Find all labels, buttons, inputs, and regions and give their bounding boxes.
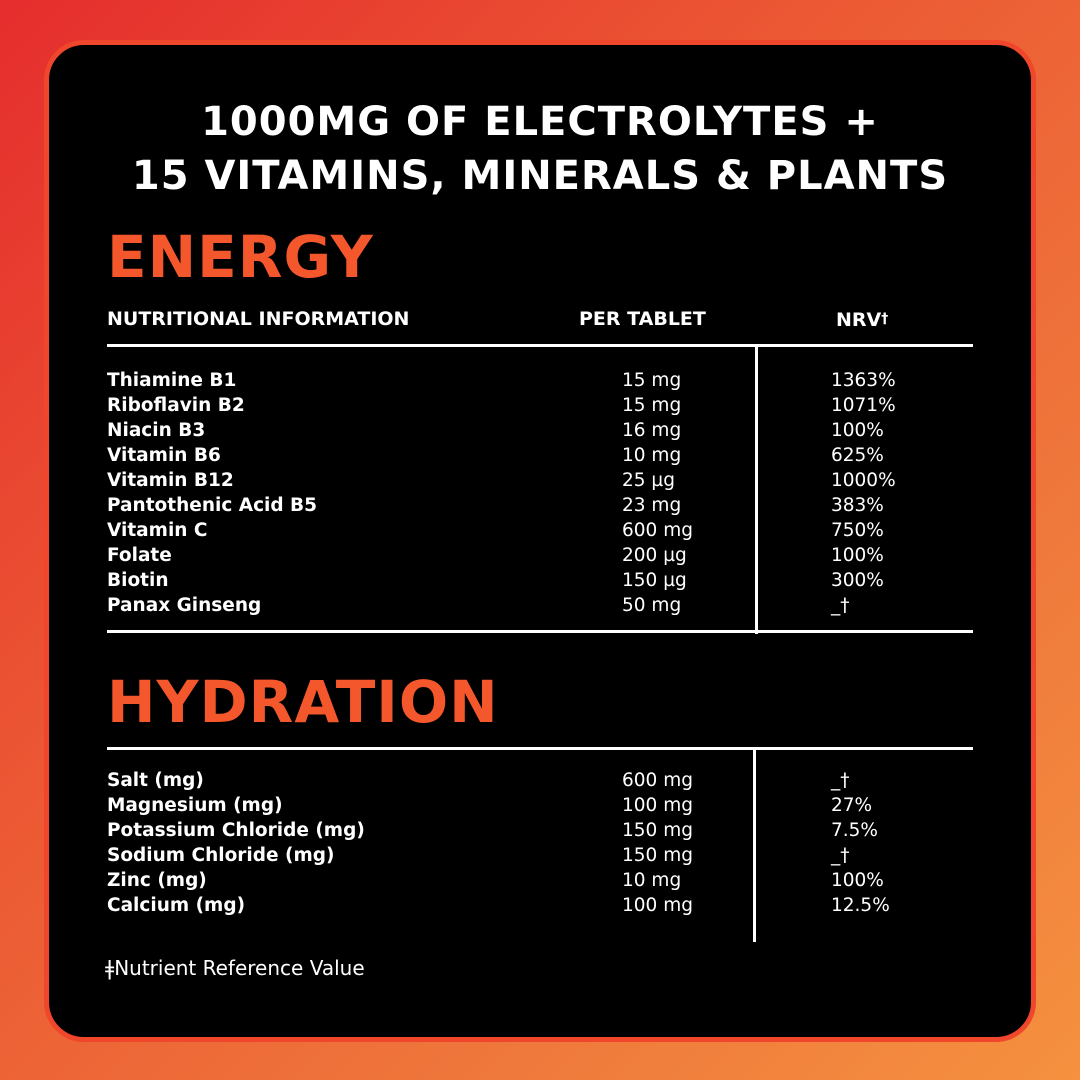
- nutrient-amount: 50 mg: [622, 595, 682, 616]
- table-row: Vitamin B12 25 µg 1000%: [49, 468, 1031, 493]
- nutrient-amount: 100 mg: [622, 895, 693, 916]
- nutrient-amount: 10 mg: [622, 870, 682, 891]
- energy-bottom-rule: [107, 630, 973, 633]
- table-row: Panax Ginseng 50 mg _†: [49, 593, 1031, 618]
- nutrient-name: Salt (mg): [107, 770, 204, 791]
- table-row: Thiamine B1 15 mg 1363%: [49, 368, 1031, 393]
- nutrient-name: Biotin: [107, 570, 169, 591]
- nutrient-nrv: _†: [831, 845, 850, 866]
- nutrient-amount: 150 µg: [622, 570, 687, 591]
- hydration-section-title: HYDRATION: [107, 668, 499, 736]
- nutrient-name: Vitamin B12: [107, 470, 234, 491]
- nutrient-name: Vitamin C: [107, 520, 208, 541]
- nutrient-amount: 600 mg: [622, 770, 693, 791]
- nutrient-nrv: 100%: [831, 420, 884, 441]
- nutrient-name: Riboflavin B2: [107, 395, 245, 416]
- nutrient-nrv: 383%: [831, 495, 884, 516]
- table-row: Pantothenic Acid B5 23 mg 383%: [49, 493, 1031, 518]
- nutrient-nrv: _†: [831, 770, 850, 791]
- nutrient-name: Calcium (mg): [107, 895, 246, 916]
- nutrient-name: Potassium Chloride (mg): [107, 820, 365, 841]
- footnote: ǂNutrient Reference Value: [105, 955, 365, 981]
- table-row: Sodium Chloride (mg) 150 mg _†: [49, 843, 1031, 868]
- nutrient-nrv: 7.5%: [831, 820, 878, 841]
- nutrient-amount: 10 mg: [622, 445, 682, 466]
- table-row: Potassium Chloride (mg) 150 mg 7.5%: [49, 818, 1031, 843]
- table-row: Niacin B3 16 mg 100%: [49, 418, 1031, 443]
- nutrient-name: Magnesium (mg): [107, 795, 283, 816]
- nutrient-amount: 15 mg: [622, 395, 682, 416]
- nutrient-name: Sodium Chloride (mg): [107, 845, 335, 866]
- nutrient-amount: 23 mg: [622, 495, 682, 516]
- headline-line-2: 15 VITAMINS, MINERALS & PLANTS: [131, 153, 949, 199]
- nutrient-nrv: 1000%: [831, 470, 896, 491]
- energy-section-title: ENERGY: [107, 223, 374, 291]
- nutrient-amount: 15 mg: [622, 370, 682, 391]
- nutrient-name: Vitamin B6: [107, 445, 221, 466]
- table-row: Magnesium (mg) 100 mg 27%: [49, 793, 1031, 818]
- nutrient-nrv: 1363%: [831, 370, 896, 391]
- nutrient-name: Pantothenic Acid B5: [107, 495, 318, 516]
- nutrient-name: Folate: [107, 545, 172, 566]
- nutrient-name: Thiamine B1: [107, 370, 237, 391]
- table-row: Biotin 150 µg 300%: [49, 568, 1031, 593]
- energy-top-rule: [107, 344, 973, 347]
- nrv-dagger-mark: †: [881, 311, 889, 327]
- nutrient-nrv: 625%: [831, 445, 884, 466]
- energy-rows: Thiamine B1 15 mg 1363% Riboflavin B2 15 mg…: [49, 368, 1031, 618]
- energy-column-divider: [755, 344, 758, 634]
- nutrient-name: Zinc (mg): [107, 870, 207, 891]
- column-header-nrv-label: NRV: [836, 309, 882, 331]
- column-header-nrv: NRV†: [836, 307, 888, 332]
- footnote-text: Nutrient Reference Value: [114, 956, 365, 980]
- hydration-rows: Salt (mg) 600 mg _† Magnesium (mg) 100 mg 27…: [49, 768, 1031, 918]
- hydration-top-rule: [107, 747, 973, 750]
- nutrient-nrv: 750%: [831, 520, 884, 541]
- nutrient-nrv: 100%: [831, 870, 884, 891]
- nutrient-nrv: 100%: [831, 545, 884, 566]
- nutrient-nrv: 12.5%: [831, 895, 890, 916]
- table-row: Calcium (mg) 100 mg 12.5%: [49, 893, 1031, 918]
- hydration-column-divider: [753, 747, 756, 942]
- nutrient-name: Niacin B3: [107, 420, 206, 441]
- nutrient-nrv: _†: [831, 595, 850, 616]
- footnote-mark: ǂ: [105, 956, 115, 980]
- headline-line-1: 1000MG OF ELECTROLYTES +: [201, 99, 879, 145]
- nutrient-amount: 100 mg: [622, 795, 693, 816]
- table-row: Vitamin C 600 mg 750%: [49, 518, 1031, 543]
- nutrient-name: Panax Ginseng: [107, 595, 262, 616]
- column-header-per-tablet: PER TABLET: [579, 308, 706, 330]
- nutrient-nrv: 1071%: [831, 395, 896, 416]
- table-row: Vitamin B6 10 mg 625%: [49, 443, 1031, 468]
- table-row: Folate 200 µg 100%: [49, 543, 1031, 568]
- table-row: Riboflavin B2 15 mg 1071%: [49, 393, 1031, 418]
- nutrient-nrv: 27%: [831, 795, 873, 816]
- nutrient-amount: 25 µg: [622, 470, 675, 491]
- nutrient-amount: 16 mg: [622, 420, 682, 441]
- table-row: Salt (mg) 600 mg _†: [49, 768, 1031, 793]
- nutrient-amount: 150 mg: [622, 820, 693, 841]
- nutrient-amount: 200 µg: [622, 545, 687, 566]
- nutrient-amount: 600 mg: [622, 520, 693, 541]
- headline: 1000MG OF ELECTROLYTES + 15 VITAMINS, MI…: [49, 95, 1031, 203]
- nutrient-amount: 150 mg: [622, 845, 693, 866]
- nutrient-nrv: 300%: [831, 570, 884, 591]
- nutrition-card: 1000MG OF ELECTROLYTES + 15 VITAMINS, MI…: [44, 40, 1036, 1042]
- column-header-nutritional-information: NUTRITIONAL INFORMATION: [107, 308, 410, 330]
- table-row: Zinc (mg) 10 mg 100%: [49, 868, 1031, 893]
